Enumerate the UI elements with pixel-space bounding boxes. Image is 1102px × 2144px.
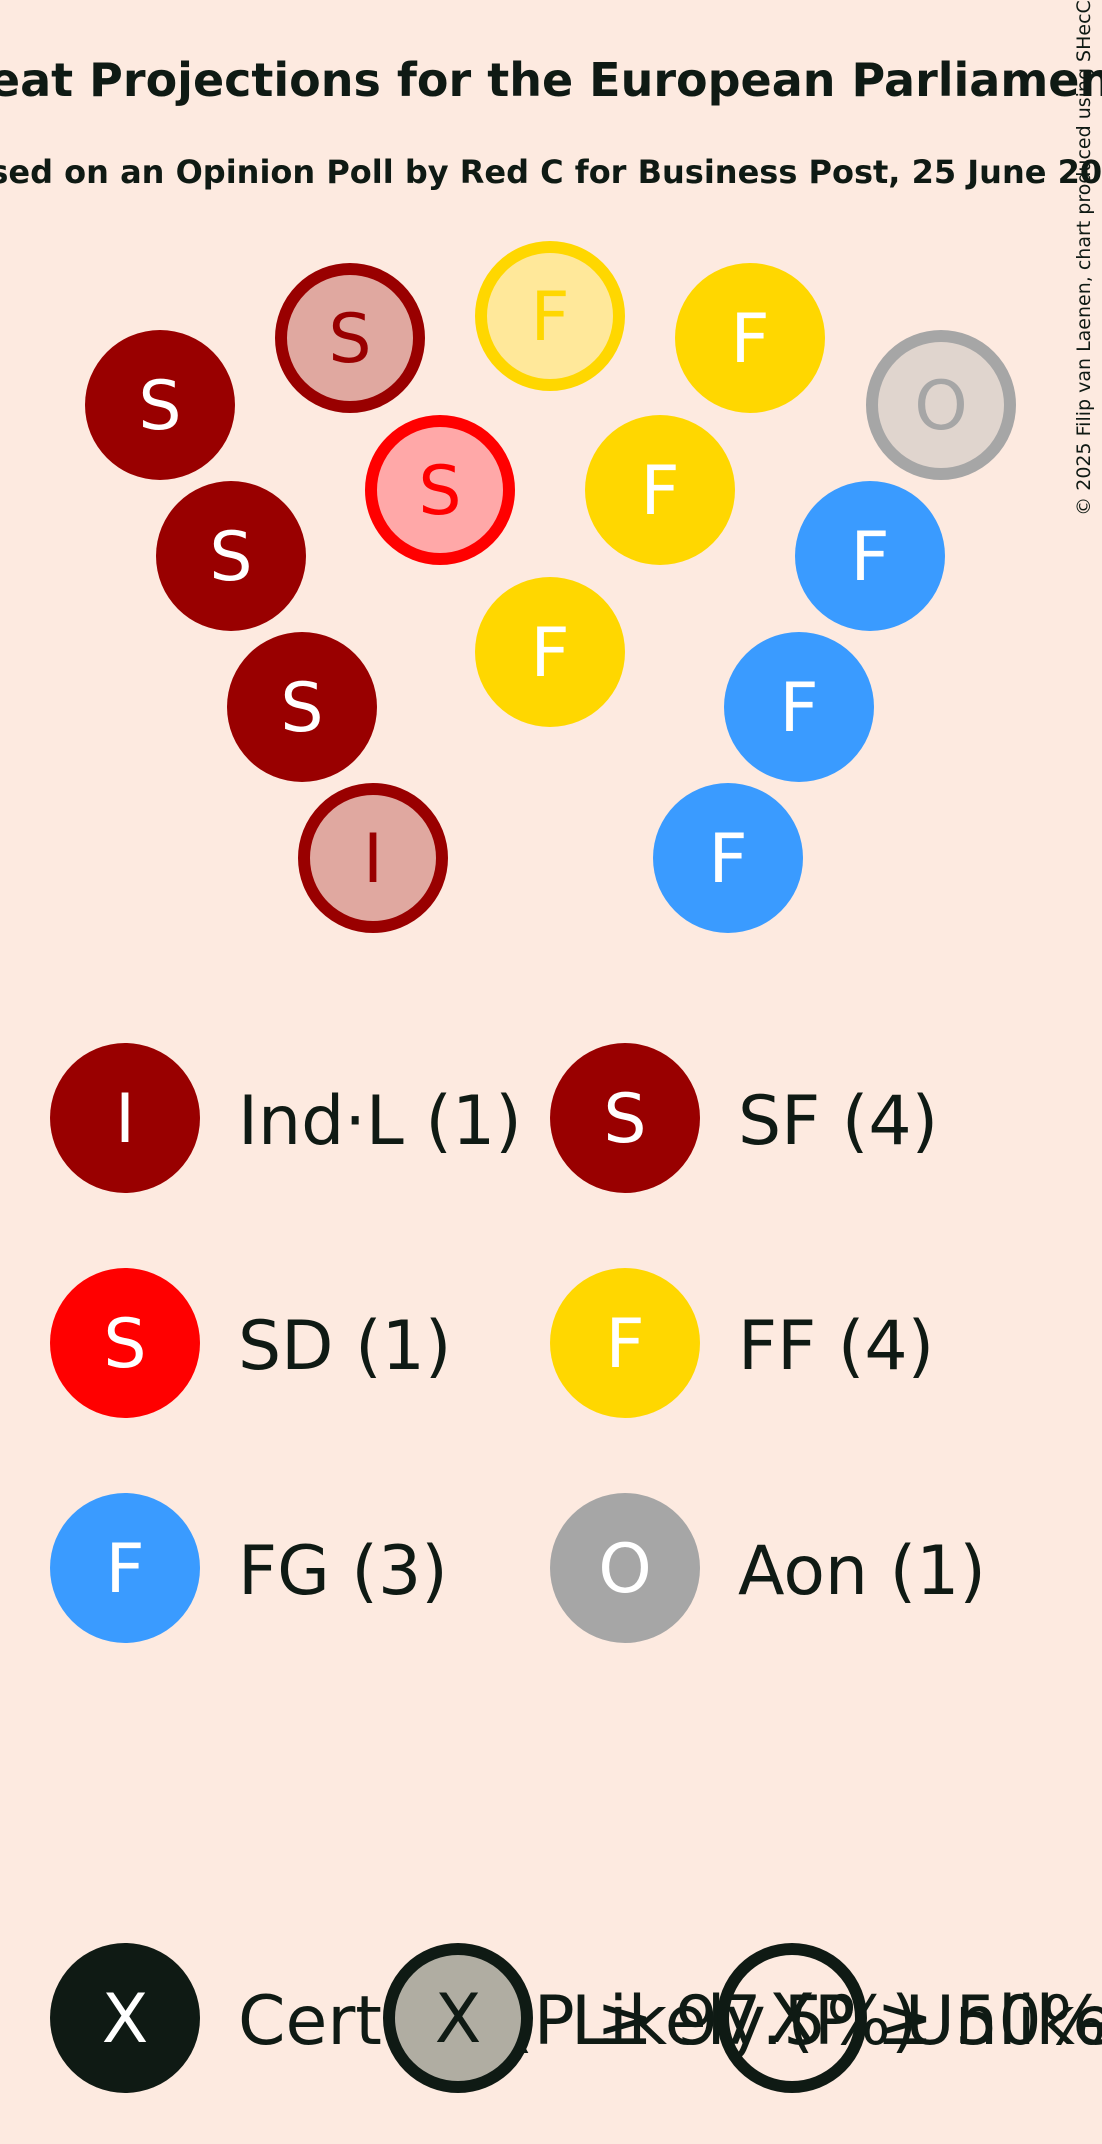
seat-10: F <box>675 263 825 413</box>
legend-swatch <box>50 1268 200 1418</box>
seat-marker <box>275 263 425 413</box>
seat-letter: F <box>850 518 889 597</box>
status-legend-item-certain: X Certain (P ≥ 97.5%) <box>50 1943 918 2093</box>
legend-label: Ind·L (1) <box>238 1082 522 1161</box>
seat-9: F <box>585 415 735 565</box>
status-legend-label: Likely (P ≥ 50%) <box>571 1982 1102 2061</box>
legend-swatch-letter: F <box>605 1305 644 1384</box>
status-swatch-letter: X <box>102 1980 149 2059</box>
seat-3: S <box>227 632 377 782</box>
seat-marker <box>156 481 306 631</box>
legend-swatch <box>550 1043 700 1193</box>
legend-item: S SD (1) <box>50 1268 451 1418</box>
legend-swatch <box>50 1043 200 1193</box>
seat-4: I <box>298 783 448 933</box>
seat-marker <box>365 415 515 565</box>
seat-letter: F <box>530 614 569 693</box>
seat-marker <box>585 415 735 565</box>
legend-label: FG (3) <box>238 1532 448 1611</box>
seat-letter: S <box>209 518 252 597</box>
seat-letter: F <box>640 452 679 531</box>
seat-12: F <box>724 632 874 782</box>
seat-13: F <box>653 783 803 933</box>
seat-5: S <box>275 263 425 413</box>
seat-letter: O <box>914 367 968 446</box>
status-legend-label: Unlikely <box>905 1982 1102 2061</box>
seat-2: S <box>156 481 306 631</box>
legend-swatch-letter: S <box>603 1080 646 1159</box>
seat-marker <box>475 241 625 391</box>
seat-marker <box>724 632 874 782</box>
seat-letter: S <box>418 452 461 531</box>
seat-letter: F <box>530 278 569 357</box>
status-legend-item-likely: X Likely (P ≥ 50%) <box>383 1943 1102 2093</box>
status-legend-label: Certain (P ≥ 97.5%) <box>238 1982 918 2061</box>
legend-item: O Aon (1) <box>550 1493 986 1643</box>
legend-item: F FG (3) <box>50 1493 448 1643</box>
legend-label: Aon (1) <box>738 1532 986 1611</box>
legend-label: SD (1) <box>238 1307 451 1386</box>
legend-item: S SF (4) <box>550 1043 938 1193</box>
seat-6: S <box>365 415 515 565</box>
seat-1: S <box>85 330 235 480</box>
seat-8: F <box>475 577 625 727</box>
status-swatch-letter: X <box>769 1980 816 2059</box>
legend-swatch <box>550 1268 700 1418</box>
party-legend: I Ind·L (1) S SF (4) S SD (1) F FF (4) F FG (3) O A… <box>50 1043 986 1643</box>
seat-marker <box>653 783 803 933</box>
seat-marker <box>85 330 235 480</box>
seat-letter: F <box>708 820 747 899</box>
seat-marker <box>475 577 625 727</box>
legend-swatch-letter: S <box>103 1305 146 1384</box>
legend-swatch-letter: O <box>598 1530 652 1609</box>
legend-swatch-letter: I <box>115 1080 135 1159</box>
status-swatch-letter: X <box>435 1980 482 2059</box>
seat-letter: S <box>138 367 181 446</box>
seat-marker <box>866 330 1016 480</box>
seat-14: O <box>866 330 1016 480</box>
chart-title: Seat Projections for the European Parlia… <box>0 53 1102 107</box>
legend-swatch <box>550 1493 700 1643</box>
legend-item: I Ind·L (1) <box>50 1043 522 1193</box>
seat-letter: S <box>280 669 323 748</box>
status-legend-item-unlikely: X Unlikely <box>717 1943 1102 2093</box>
chart-subtitle: Based on an Opinion Poll by Red C for Bu… <box>0 153 1102 191</box>
seat-letter: F <box>779 669 818 748</box>
seat-letter: S <box>328 300 371 379</box>
status-swatch <box>383 1943 533 2093</box>
legend-item: F FF (4) <box>550 1268 934 1418</box>
seat-letter: I <box>363 820 383 899</box>
status-legend: X Certain (P ≥ 97.5%)X Likely (P ≥ 50%)X Un… <box>50 1943 1102 2093</box>
legend-swatch <box>50 1493 200 1643</box>
copyright-note: © 2025 Filip van Laenen, chart produced … <box>1073 0 1095 516</box>
seat-marker <box>227 632 377 782</box>
seat-7: F <box>475 241 625 391</box>
legend-label: FF (4) <box>738 1307 934 1386</box>
seat-marker <box>795 481 945 631</box>
legend-swatch-letter: F <box>105 1530 144 1609</box>
seat-letter: F <box>730 300 769 379</box>
seat-marker <box>675 263 825 413</box>
status-swatch <box>50 1943 200 2093</box>
status-swatch <box>717 1943 867 2093</box>
seat-marker <box>298 783 448 933</box>
seat-11: F <box>795 481 945 631</box>
legend-label: SF (4) <box>738 1082 938 1161</box>
